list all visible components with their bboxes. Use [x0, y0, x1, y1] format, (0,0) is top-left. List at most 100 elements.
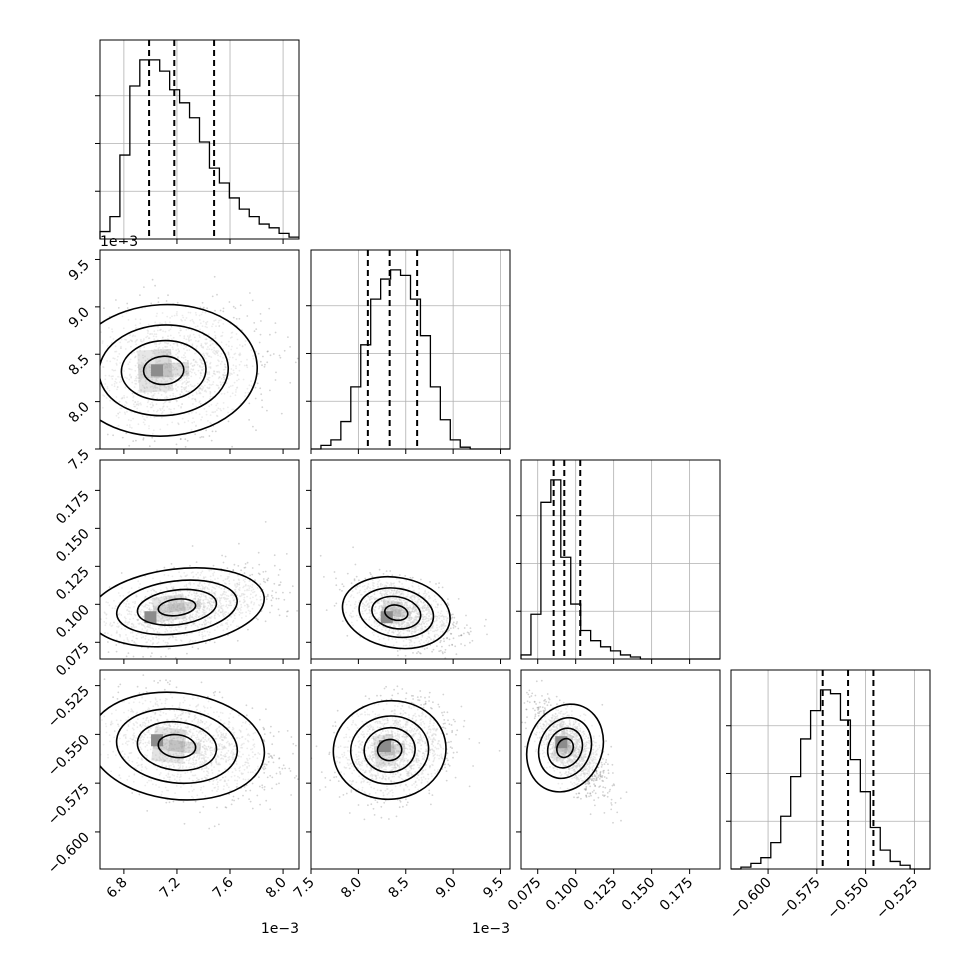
panel-0-1-point: [214, 430, 217, 433]
panel-0-2-point: [163, 566, 166, 569]
panel-1-2-point: [448, 638, 451, 641]
panel-0-1-point: [80, 428, 82, 430]
panel-0-2-point: [262, 578, 265, 580]
panel-1-2-point: [486, 633, 488, 636]
panel-0-3-point: [199, 811, 201, 814]
panel-0-1-point: [269, 354, 272, 357]
panel-0-3-point: [232, 795, 235, 798]
panel-0-1-point: [86, 379, 88, 381]
panel-1-2-point: [455, 667, 457, 669]
panel-0-1-point: [48, 349, 50, 351]
panel-0-1-point: [135, 439, 137, 442]
panel-0-2-point: [265, 596, 267, 598]
panel-0-1-point: [151, 496, 153, 498]
panel-1-2-content: [319, 546, 488, 669]
panel-0-2-point: [247, 628, 249, 631]
panel-1-2-point: [447, 604, 450, 606]
panel-1-2-point: [439, 641, 442, 644]
panel-0-2-point: [96, 608, 98, 610]
panel-0-1-point: [112, 434, 114, 437]
panel-0-1-point: [121, 436, 124, 439]
panel-1-2-point: [460, 634, 463, 637]
panel-0-2-point: [277, 574, 280, 576]
panel-0-1-point: [80, 381, 82, 383]
panel-1-2-point: [412, 652, 414, 654]
panel-0-1-point: [261, 406, 264, 409]
panel-0-2-point: [277, 597, 280, 600]
panel-0-2-point: [132, 655, 135, 658]
panel-1-2-point: [446, 637, 448, 640]
panel-0-1-point: [296, 357, 299, 360]
panel-1-2-point: [457, 627, 460, 630]
panel-1-2-point: [346, 634, 349, 637]
panel-0-1-point: [210, 439, 213, 442]
panel-0-3-point: [275, 783, 278, 786]
panel-0-1-point: [63, 369, 65, 371]
panel-1-2-point: [353, 578, 356, 581]
panel-1-2-point: [338, 588, 341, 591]
panel-1-2-point: [355, 575, 358, 578]
panel-0-2-point: [221, 554, 224, 557]
panel-1-2-point: [452, 637, 455, 640]
panel-0-1-point: [248, 419, 251, 421]
panel-0-1-point: [165, 300, 168, 302]
panel-0-1-point: [268, 307, 271, 310]
panel-0-1-point: [96, 377, 98, 379]
panel-0-1-point: [279, 356, 282, 359]
panel-0-1-point: [66, 420, 68, 422]
panel-0-3-point: [169, 680, 172, 682]
panel-0-3-point: [117, 691, 120, 694]
panel-0-2-point: [279, 581, 282, 584]
panel-1-2-point: [346, 572, 349, 575]
panel-0-1-point: [92, 424, 94, 426]
panel-0-1-point: [269, 333, 271, 336]
panel-0-2-point: [167, 647, 170, 650]
panel-0-2-point: [246, 561, 249, 564]
panel-0-1-point: [11, 379, 13, 381]
panel-0-2-point: [296, 610, 298, 612]
panel-0-2-point: [309, 596, 311, 598]
panel-0-2-point: [266, 595, 269, 598]
panel-0-2-contour-0: [100, 567, 266, 648]
panel-0-3-point: [69, 723, 71, 725]
panel-0-3-point: [262, 767, 264, 769]
panel-1-2-point: [468, 633, 471, 636]
panel-0-2-point: [263, 580, 265, 583]
panel-0-1-point: [255, 429, 257, 432]
panel-0-3-point: [233, 799, 236, 802]
panel-1-2-point: [435, 583, 437, 585]
panel-0-3-point: [249, 800, 252, 803]
panel-0-2-point: [300, 604, 302, 606]
panel-0-1-point: [239, 304, 242, 307]
panel-0-2-point: [195, 561, 198, 563]
panel-1-2-point: [353, 579, 356, 582]
panel-1-2-point: [469, 641, 471, 644]
panel-0-3-point: [263, 728, 265, 730]
panel-0-2-point: [236, 639, 239, 642]
panel-0-1-point: [176, 301, 179, 304]
panel-0-3-point: [225, 806, 228, 809]
panel-0-1-point: [216, 293, 218, 296]
panel-1-2-point: [370, 573, 372, 576]
panel-0-3-point: [166, 681, 169, 684]
panel-0-2-point: [270, 604, 273, 607]
panel-1-2-point: [446, 602, 449, 605]
panel-0-1-point: [219, 309, 222, 312]
panel-0-1-point: [258, 341, 261, 344]
panel-0-2-point: [92, 597, 94, 599]
panel-0-1-point: [264, 363, 266, 366]
panel-0-2-point: [174, 657, 177, 659]
panel-0-1-frame: [99, 249, 300, 450]
panel-1-2-point: [396, 650, 399, 652]
panel-0-2-point: [283, 598, 286, 601]
panel-0-1-point: [153, 440, 156, 443]
panel-0-3-point: [272, 735, 275, 738]
panel-0-1-point: [257, 352, 260, 355]
panel-0-2-point: [115, 650, 118, 653]
panel-0-1-point: [232, 316, 235, 319]
panel-0-1-point: [186, 439, 189, 442]
panel-0-1-contour-2: [120, 339, 207, 401]
panel-1-2-point: [417, 650, 420, 653]
panel-0-1-point: [259, 387, 262, 390]
panel-0-1-point: [35, 341, 37, 343]
